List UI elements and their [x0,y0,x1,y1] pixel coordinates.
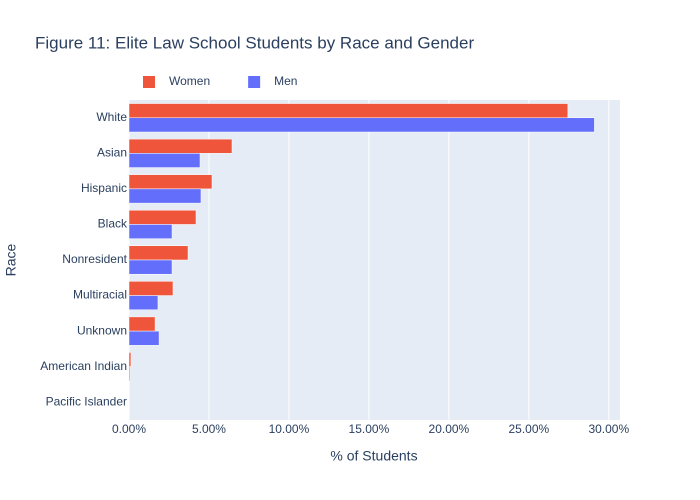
y-tick-label: American Indian [40,359,127,373]
x-tick-label: 30.00% [588,422,629,436]
y-tick-label: Hispanic [81,181,127,195]
legend-label: Women [169,74,210,88]
bar [128,209,197,225]
y-tick-label: Multiracial [73,288,127,302]
x-tick-label: 5.00% [192,422,226,436]
bar [128,103,569,119]
bar [128,259,173,275]
x-tick-label: 20.00% [429,422,470,436]
bar [128,138,233,154]
y-tick-label: Nonresident [62,252,127,266]
y-tick-label: Asian [97,146,127,160]
bar [128,117,595,133]
bar [128,224,173,239]
bar [128,295,159,311]
x-tick-label: 0.00% [112,422,146,436]
bar [128,281,174,296]
bar [128,352,132,367]
x-axis-title: % of Students [330,448,417,464]
x-tick-label: 25.00% [508,422,549,436]
legend-label: Men [274,74,297,88]
bar [128,153,201,168]
legend-swatch [248,76,261,88]
y-tick-label: Pacific Islander [46,394,127,408]
bar [128,245,189,261]
y-tick-label: Black [98,217,128,231]
bar [128,188,202,204]
x-tick-label: 15.00% [349,422,390,436]
bar [128,316,156,332]
y-tick-label: White [96,110,127,124]
bar [128,174,213,190]
legend-swatch [143,76,155,88]
bar [128,330,160,346]
x-tick-label: 10.00% [269,422,310,436]
y-axis-title: Race [3,243,19,276]
y-tick-label: Unknown [77,323,127,337]
chart-title: Figure 11: Elite Law School Students by … [35,33,474,52]
bar [128,366,131,382]
